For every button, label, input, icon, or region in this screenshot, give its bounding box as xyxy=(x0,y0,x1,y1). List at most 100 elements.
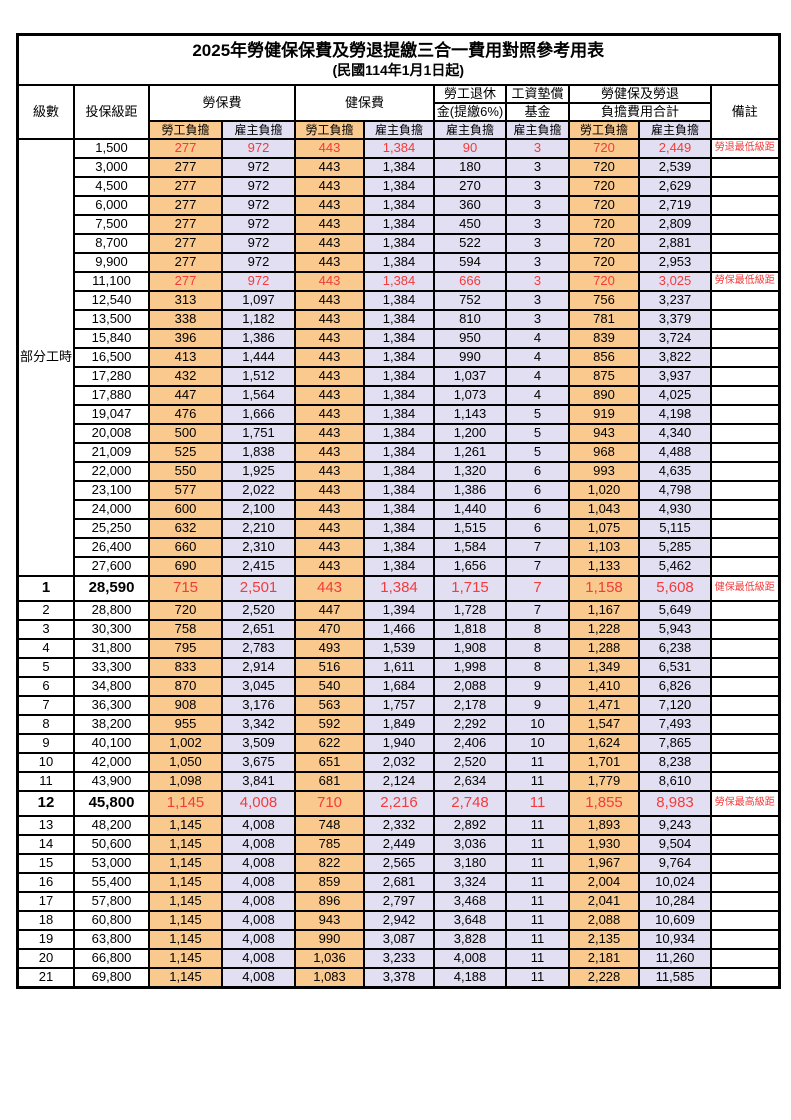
insured-bracket-cell: 17,880 xyxy=(73,385,151,406)
value-cell: 856 xyxy=(568,347,641,368)
value-cell: 968 xyxy=(568,442,641,463)
value-cell: 9 xyxy=(505,676,571,697)
value-cell: 1,145 xyxy=(148,891,224,912)
remark-cell xyxy=(710,347,781,368)
value-cell: 1,539 xyxy=(363,638,436,659)
value-cell: 1,158 xyxy=(568,575,641,602)
insured-bracket-cell: 23,100 xyxy=(73,480,151,501)
value-cell: 710 xyxy=(294,790,366,817)
header-row-groups-line2: 金(提繳6%) 基金 負擔費用合計 xyxy=(18,101,780,123)
value-cell: 3,036 xyxy=(433,834,508,855)
value-cell: 8 xyxy=(505,657,571,678)
header-row-groups: 級數 投保級距 勞保費 健保費 勞工退休 工資墊償 勞健保及勞退 備註 xyxy=(16,83,781,140)
insured-bracket-cell: 48,200 xyxy=(73,815,151,836)
value-cell: 9 xyxy=(505,695,571,716)
table-row: 12,540 313 1,097 443 1,384 752 3 756 3,237 xyxy=(18,290,781,311)
remark-cell xyxy=(710,157,781,178)
value-cell: 4,008 xyxy=(221,834,297,855)
value-cell: 1,384 xyxy=(363,499,436,520)
table-row: 部分工時 1,500 277 972 443 1,384 90 3 720 2,449 勞退最低級距 xyxy=(16,138,781,577)
value-cell: 1,666 xyxy=(221,404,297,425)
header-row-subcolumns: 勞工負擔 雇主負擔 勞工負擔 雇主負擔 雇主負擔 雇主負擔 勞工負擔 雇主負擔 xyxy=(18,120,780,140)
value-cell: 1,320 xyxy=(433,461,508,482)
value-cell: 3,675 xyxy=(221,752,297,773)
value-cell: 1,444 xyxy=(221,347,297,368)
value-cell: 516 xyxy=(294,657,366,678)
value-cell: 5 xyxy=(505,423,571,444)
level-cell: 18 xyxy=(16,910,76,931)
value-cell: 10,934 xyxy=(638,929,713,950)
subheader-health-employee: 勞工負擔 xyxy=(294,120,366,140)
value-cell: 443 xyxy=(294,347,366,368)
value-cell: 3,509 xyxy=(221,733,297,754)
remark-cell xyxy=(710,733,781,754)
value-cell: 2,004 xyxy=(568,872,641,893)
subheader-labor-employer: 雇主負擔 xyxy=(221,120,297,140)
value-cell: 758 xyxy=(148,619,224,640)
value-cell: 752 xyxy=(433,290,508,311)
level-cell: 19 xyxy=(16,929,76,950)
table-row: 17 57,800 1,145 4,008 896 2,797 3,468 11 2,041 10… xyxy=(16,891,781,912)
insured-bracket-cell: 6,000 xyxy=(73,195,151,216)
value-cell: 1,386 xyxy=(221,328,297,349)
value-cell: 563 xyxy=(294,695,366,716)
value-cell: 4 xyxy=(505,385,571,406)
insured-bracket-cell: 60,800 xyxy=(73,910,151,931)
insured-bracket-cell: 11,100 xyxy=(73,271,151,292)
premium-table: 2025年勞健保保費及勞退提繳三合一費用對照參考用表 (民國114年1月1日起)… xyxy=(16,33,781,989)
value-cell: 11 xyxy=(505,790,571,817)
value-cell: 1,384 xyxy=(363,537,436,558)
value-cell: 3,025 xyxy=(638,271,713,292)
table-row: 9,900 277 972 443 1,384 594 3 720 2,953 xyxy=(18,252,781,273)
value-cell: 4,008 xyxy=(433,948,508,969)
table-row: 7,500 277 972 443 1,384 450 3 720 2,809 xyxy=(18,214,781,235)
value-cell: 756 xyxy=(568,290,641,311)
value-cell: 720 xyxy=(568,138,641,159)
value-cell: 859 xyxy=(294,872,366,893)
value-cell: 1,384 xyxy=(363,309,436,330)
value-cell: 6 xyxy=(505,499,571,520)
level-cell: 2 xyxy=(16,600,76,621)
value-cell: 8,238 xyxy=(638,752,713,773)
subheader-wage-fund-employer: 雇主負擔 xyxy=(505,120,571,140)
value-cell: 1,998 xyxy=(433,657,508,678)
value-cell: 1,073 xyxy=(433,385,508,406)
value-cell: 990 xyxy=(433,347,508,368)
value-cell: 720 xyxy=(568,233,641,254)
value-cell: 720 xyxy=(568,271,641,292)
value-cell: 1,143 xyxy=(433,404,508,425)
value-cell: 1,564 xyxy=(221,385,297,406)
table-row: 6 34,800 870 3,045 540 1,684 2,088 9 1,410 6,826 xyxy=(16,676,781,697)
value-cell: 11 xyxy=(505,815,571,836)
level-cell: 12 xyxy=(16,790,76,817)
value-cell: 11 xyxy=(505,834,571,855)
remark-cell xyxy=(710,771,781,792)
value-cell: 3 xyxy=(505,176,571,197)
level-cell: 13 xyxy=(16,815,76,836)
value-cell: 2,216 xyxy=(363,790,436,817)
value-cell: 5 xyxy=(505,404,571,425)
value-cell: 6,238 xyxy=(638,638,713,659)
value-cell: 1,288 xyxy=(568,638,641,659)
value-cell: 3,724 xyxy=(638,328,713,349)
value-cell: 1,384 xyxy=(363,423,436,444)
value-cell: 1,386 xyxy=(433,480,508,501)
value-cell: 875 xyxy=(568,366,641,387)
level-cell: 15 xyxy=(16,853,76,874)
remark-cell xyxy=(710,404,781,425)
value-cell: 1,384 xyxy=(363,214,436,235)
value-cell: 2,892 xyxy=(433,815,508,836)
value-cell: 2,797 xyxy=(363,891,436,912)
value-cell: 2,651 xyxy=(221,619,297,640)
value-cell: 3 xyxy=(505,195,571,216)
value-cell: 3,324 xyxy=(433,872,508,893)
value-cell: 1,261 xyxy=(433,442,508,463)
value-cell: 972 xyxy=(221,252,297,273)
value-cell: 972 xyxy=(221,271,297,292)
level-cell: 10 xyxy=(16,752,76,773)
remark-cell xyxy=(710,518,781,539)
remark-cell xyxy=(710,537,781,558)
value-cell: 7 xyxy=(505,537,571,558)
value-cell: 1,097 xyxy=(221,290,297,311)
